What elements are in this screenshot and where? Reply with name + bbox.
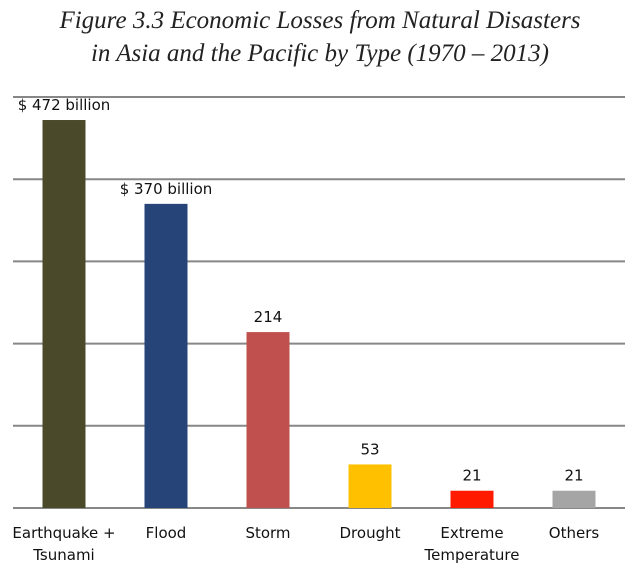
bar-storm <box>246 332 290 508</box>
chart-title-line-1: Figure 3.3 Economic Losses from Natural … <box>59 7 581 34</box>
data-label: 53 <box>360 440 379 458</box>
data-label: $ 472 billion <box>18 96 111 114</box>
data-label: 214 <box>254 308 283 326</box>
bar-drought <box>348 464 392 508</box>
x-tick-label: Flood <box>146 524 187 542</box>
bars <box>42 120 596 509</box>
chart-title-line-2: in Asia and the Pacific by Type (1970 – … <box>90 40 550 67</box>
x-tick-label: Extreme <box>440 524 503 542</box>
gridlines <box>13 96 625 509</box>
bar-extreme-temperature <box>450 490 494 508</box>
bar-others <box>552 490 596 508</box>
chart-title: Figure 3.3 Economic Losses from Natural … <box>0 4 640 70</box>
x-tick-label: Temperature <box>423 546 519 564</box>
data-label: 21 <box>564 467 583 485</box>
bar-flood <box>144 203 188 509</box>
bar-earthquake-tsunami <box>42 120 86 509</box>
data-labels: $ 472 billion $ 370 billion 214 53 21 21 <box>18 96 584 485</box>
data-label: $ 370 billion <box>120 180 213 198</box>
x-tick-label: Drought <box>340 524 401 542</box>
x-tick-label: Earthquake + <box>12 524 115 542</box>
x-tick-label: Tsunami <box>32 546 94 564</box>
x-tick-label: Storm <box>245 524 290 542</box>
x-tick-label: Others <box>549 524 600 542</box>
x-axis-labels: Earthquake + Tsunami Flood Storm Drought Extr… <box>12 524 599 564</box>
data-label: 21 <box>462 467 481 485</box>
